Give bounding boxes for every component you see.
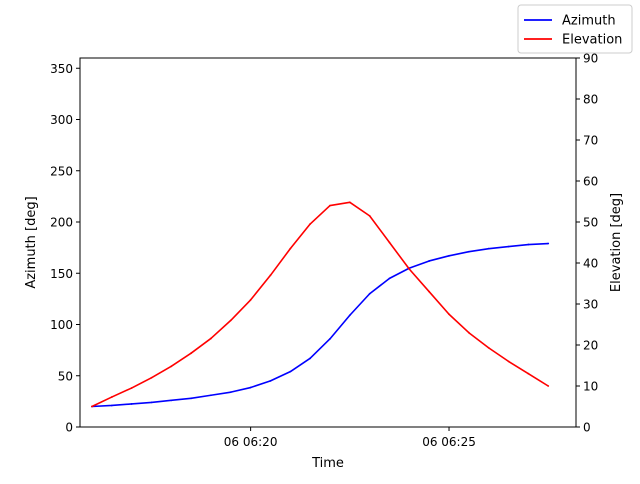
series-line-elevation: [91, 201, 549, 408]
elevation-data-point: [507, 360, 510, 363]
elevation-data-point: [368, 214, 371, 217]
right-tick-label: 10: [583, 380, 598, 394]
azimuth-data-point: [190, 397, 193, 400]
left-tick-label: 100: [50, 318, 73, 332]
elevation-data-point: [229, 319, 232, 322]
elevation-data-point: [309, 223, 312, 225]
legend: Azimuth Elevation: [517, 4, 633, 54]
elevation-data-point: [130, 387, 133, 389]
right-tick-label: 90: [583, 52, 598, 66]
elevation-data-point: [110, 396, 113, 398]
legend-box: [517, 4, 633, 54]
right-tick-label: 20: [583, 339, 598, 353]
azimuth-data-point: [210, 394, 212, 397]
elevation-data-point: [190, 352, 193, 355]
elevation-data-point: [249, 299, 252, 301]
elevation-data-point: [388, 241, 391, 244]
x-axis-ticks: 06 06:20 06 06:25: [224, 427, 476, 449]
right-tick-label: 60: [583, 175, 598, 189]
azimuth-data-point: [289, 370, 292, 373]
elevation-data-point: [269, 274, 272, 277]
x-tick-label: 06 06:20: [224, 435, 278, 449]
left-tick-label: 150: [50, 267, 73, 281]
elevation-data-point: [91, 405, 93, 408]
azimuth-data-point: [388, 277, 391, 280]
left-axis-label: Azimuth [deg]: [24, 196, 39, 288]
elevation-data-point: [487, 346, 490, 349]
left-tick-label: 250: [50, 164, 73, 178]
left-tick-label: 0: [65, 421, 73, 435]
elevation-data-point: [428, 290, 431, 293]
elevation-data-point: [527, 372, 530, 375]
azimuth-data-point: [309, 357, 312, 360]
x-tick-label: 06 06:25: [422, 435, 476, 449]
azimuth-data-point: [527, 243, 530, 246]
azimuth-data-point: [428, 260, 431, 262]
series-line-azimuth: [91, 242, 549, 408]
azimuth-data-point: [547, 242, 550, 245]
left-tick-label: 50: [58, 369, 73, 383]
elevation-data-point: [329, 204, 331, 207]
azimuth-data-point: [348, 314, 351, 317]
right-tick-label: 40: [583, 257, 598, 271]
azimuth-data-point: [329, 337, 331, 340]
legend-label-elevation: Elevation: [562, 33, 622, 48]
right-tick-label: 30: [583, 298, 598, 312]
azimuth-data-point: [130, 403, 133, 405]
left-tick-label: 350: [50, 62, 73, 76]
azimuth-data-point: [368, 292, 371, 295]
right-axis-ticks: 0 10 20 30 40 50 60 70 80 90: [576, 52, 598, 435]
left-tick-label: 200: [50, 216, 73, 230]
azimuth-data-point: [448, 254, 450, 257]
azimuth-data-point: [150, 401, 153, 404]
right-tick-label: 80: [583, 93, 598, 107]
elevation-data-point: [547, 385, 550, 387]
azimuth-data-point: [229, 391, 232, 394]
elevation-data-point: [348, 201, 351, 204]
azimuth-data-point: [507, 245, 510, 248]
elevation-data-point: [210, 337, 212, 340]
azimuth-data-point: [170, 399, 173, 402]
elevation-data-point: [467, 331, 470, 334]
plot-frame: [79, 57, 577, 428]
elevation-data-point: [289, 247, 292, 250]
elevation-data-point: [170, 365, 173, 368]
right-tick-label: 50: [583, 216, 598, 230]
azimuth-data-point: [249, 386, 252, 389]
legend-label-azimuth: Azimuth: [562, 14, 616, 29]
right-axis-label: Elevation [deg]: [609, 193, 624, 292]
azimuth-data-point: [269, 379, 272, 382]
elevation-data-point: [448, 313, 450, 316]
x-axis-label: Time: [311, 456, 344, 471]
elevation-data-point: [408, 268, 411, 271]
left-tick-label: 300: [50, 113, 73, 127]
left-axis-ticks: 0 50 100 150 200 250 300 350: [50, 62, 80, 435]
series-layer: [91, 201, 550, 408]
azimuth-data-point: [487, 247, 490, 250]
right-tick-label: 0: [583, 421, 591, 435]
azimuth-data-point: [467, 250, 470, 253]
right-tick-label: 70: [583, 134, 598, 148]
elevation-data-point: [150, 376, 153, 379]
azimuth-data-point: [110, 404, 113, 407]
